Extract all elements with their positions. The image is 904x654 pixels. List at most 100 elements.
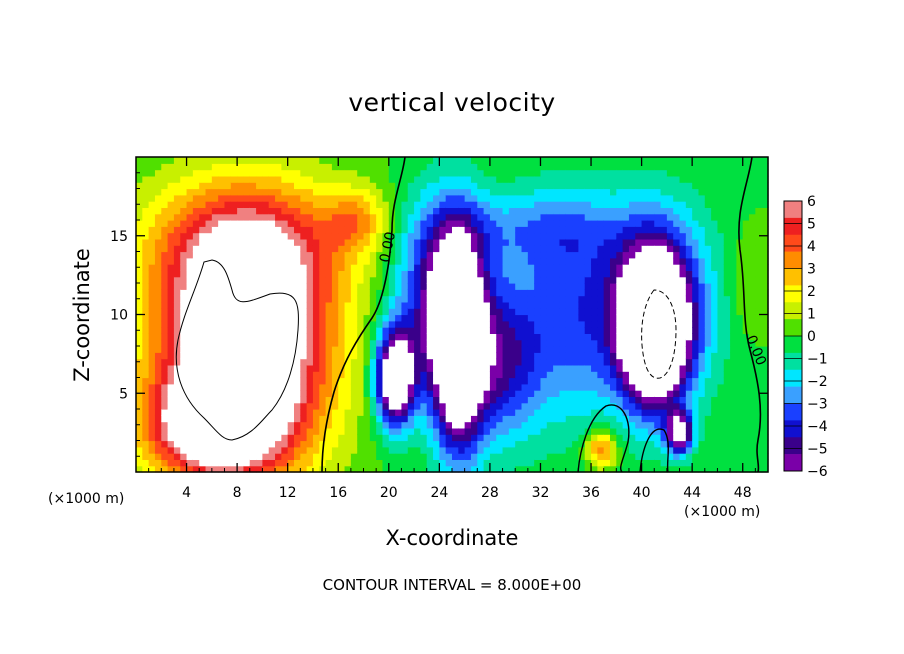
heatmap-cell [433,465,440,473]
heatmap-cell [331,427,339,435]
heatmap-cell [173,308,181,316]
heatmap-cell [761,251,769,259]
heatmap-cell [628,390,636,397]
heatmap-cell [173,283,181,290]
heatmap-cell [186,264,194,271]
heatmap-cell [616,364,624,372]
heatmap-cell [603,440,611,448]
heatmap-cell [395,377,403,385]
heatmap-cell [414,175,421,183]
heatmap-cell [470,251,478,259]
heatmap-cell [281,371,289,379]
heatmap-cell [761,320,769,328]
heatmap-cell [464,396,472,404]
heatmap-cell [578,371,586,379]
heatmap-cell [666,169,674,177]
heatmap-cell [199,245,207,253]
heatmap-cell [736,459,744,467]
heatmap-cell [723,390,731,397]
heatmap-cell [148,295,156,303]
heatmap-cell [388,440,396,448]
heatmap-cell [363,421,371,429]
heatmap-cell [572,377,579,385]
heatmap-cell [458,320,466,328]
heatmap-cell [698,175,706,183]
heatmap-cell [546,213,554,221]
heatmap-cell [224,232,232,240]
heatmap-cell [610,434,617,442]
heatmap-cell [660,308,668,316]
heatmap-cell [692,188,700,196]
heatmap-cell [641,194,649,202]
heatmap-cell [275,377,282,385]
heatmap-cell [515,270,523,278]
heatmap-cell [357,402,365,410]
heatmap-cell [439,289,447,297]
heatmap-cell [635,308,643,316]
heatmap-cell [635,276,643,284]
heatmap-cell [527,383,535,391]
heatmap-cell [319,289,327,297]
heatmap-cell [742,213,750,221]
heatmap-cell [445,333,453,341]
heatmap-cell [439,169,447,177]
heatmap-cell [306,257,314,265]
heatmap-cell [521,459,529,467]
heatmap-cell [173,383,181,391]
heatmap-cell [395,251,403,259]
heatmap-cell [578,327,586,334]
heatmap-cell [407,320,415,328]
heatmap-cell [578,453,586,460]
heatmap-cell [388,295,396,303]
heatmap-cell [414,182,421,190]
heatmap-cell [173,352,181,360]
heatmap-cell [154,213,162,221]
heatmap-cell [262,358,270,366]
heatmap-cell [312,352,320,360]
heatmap-cell [350,427,358,435]
heatmap-cell [603,182,611,190]
heatmap-cell [660,446,668,454]
heatmap-cell [407,169,415,177]
heatmap-cell [338,415,346,423]
heatmap-cell [319,308,327,316]
heatmap-cell [616,371,624,379]
heatmap-cell [603,289,611,297]
heatmap-cell [173,175,181,183]
heatmap-cell [616,465,624,473]
heatmap-cell [338,352,346,360]
heatmap-cell [161,251,169,259]
heatmap-cell [584,415,592,423]
heatmap-cell [458,440,466,448]
heatmap-cell [407,465,415,473]
heatmap-cell [647,314,655,322]
heatmap-cell [698,207,706,215]
heatmap-cell [426,257,434,265]
heatmap-cell [610,270,617,278]
heatmap-cell [673,289,681,297]
heatmap-cell [679,459,687,467]
heatmap-cell [654,327,662,334]
heatmap-cell [199,207,207,215]
heatmap-cell [369,327,377,334]
heatmap-cell [312,308,320,316]
heatmap-cell [628,333,636,341]
heatmap-cell [180,175,188,183]
heatmap-cell [717,207,725,215]
heatmap-cell [218,371,226,379]
heatmap-cell [199,270,207,278]
heatmap-cell [275,333,282,341]
heatmap-cell [673,238,681,246]
heatmap-cell [711,459,719,467]
heatmap-cell [218,163,226,171]
heatmap-cell [180,396,188,404]
heatmap-cell [470,434,478,442]
heatmap-cell [647,245,655,253]
heatmap-cell [666,295,674,303]
heatmap-cell [572,301,579,309]
heatmap-cell [275,320,282,328]
heatmap-cell [344,163,352,171]
heatmap-cell [376,276,384,284]
heatmap-cell [256,270,263,278]
heatmap-cell [508,415,516,423]
